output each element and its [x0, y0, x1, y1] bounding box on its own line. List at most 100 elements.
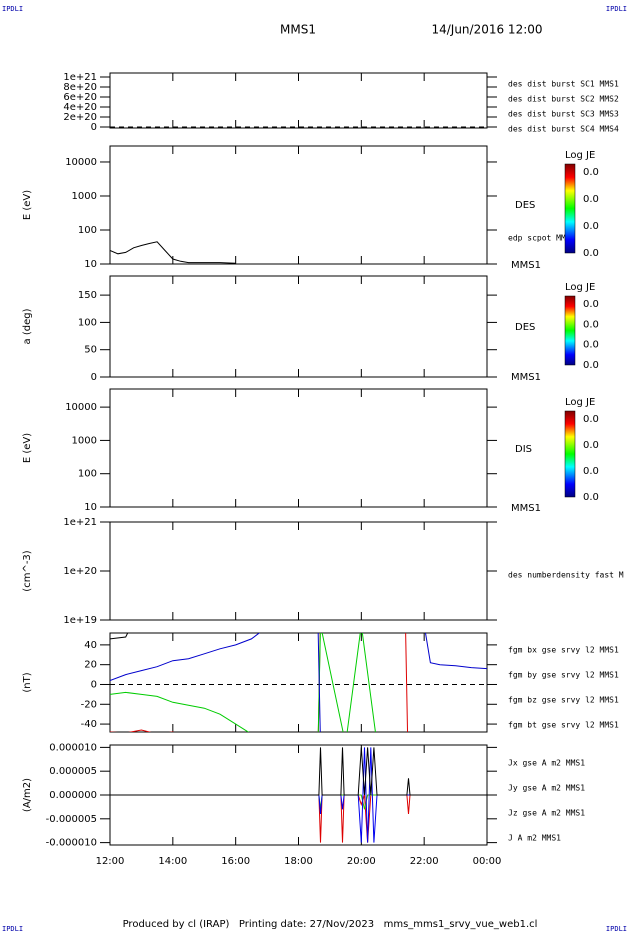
y-tick-label: 4e+20	[63, 102, 97, 113]
colorbar-label: 0.0	[583, 248, 599, 259]
annotation: des numberdensity fast M	[508, 571, 624, 580]
colorbar-label: 0.0	[583, 167, 599, 178]
plot-frame	[109, 388, 488, 508]
y-tick-label: 1000	[72, 191, 97, 202]
annotation: DIS	[515, 444, 532, 455]
legend-entry: fgm bt gse srvy l2 MMS1	[508, 721, 619, 730]
legend-entry: edp scpot MMS1	[508, 234, 576, 243]
legend-entry: Jy gse A m2 MMS1	[508, 784, 585, 793]
y-tick-label: 10000	[65, 157, 97, 168]
x-tick-label: 20:00	[347, 856, 376, 867]
legend-entry: Jz gse A m2 MMS1	[508, 809, 585, 818]
logo: IPDLI	[2, 5, 23, 13]
y-axis-label: (nT)	[22, 672, 33, 692]
colorbar	[564, 410, 576, 498]
plot-frame	[109, 521, 488, 621]
y-axis-label: E (eV)	[22, 433, 33, 463]
series-line	[110, 794, 487, 843]
y-tick-label: 0	[91, 122, 97, 133]
plot-frame	[109, 275, 488, 378]
colorbar-label: 0.0	[583, 194, 599, 205]
colorbar-label: 0.0	[583, 299, 599, 310]
annotation: MMS1	[511, 372, 541, 383]
y-tick-label: 1e+21	[63, 517, 97, 528]
footer: Produced by cl (IRAP) Printing date: 27/…	[123, 919, 538, 930]
legend-entry: des dist burst SC2 MMS2	[508, 95, 619, 104]
legend-entry: fgm bx gse srvy l2 MMS1	[508, 646, 619, 655]
colorbar-label: 0.0	[583, 414, 599, 425]
y-tick-label: 50	[84, 345, 97, 356]
plot-frame	[109, 632, 488, 733]
legend-entry: des dist burst SC4 MMS4	[508, 125, 619, 134]
legend-entry: fgm bz gse srvy l2 MMS1	[508, 696, 619, 705]
colorbar	[564, 295, 576, 366]
legend-entry: Jx gse A m2 MMS1	[508, 759, 585, 768]
y-tick-label: 100	[78, 225, 97, 236]
y-tick-label: 20	[84, 660, 97, 671]
y-tick-label: -40	[81, 719, 97, 730]
y-tick-label: 0	[91, 372, 97, 383]
plot-frame	[109, 72, 488, 129]
annotation: DES	[515, 200, 535, 211]
plot-frame	[109, 145, 488, 265]
colorbar-title: Log JE	[565, 150, 595, 161]
colorbar-label: 0.0	[583, 221, 599, 232]
date: 14/Jun/2016 12:00	[431, 23, 542, 37]
x-tick-label: 12:00	[96, 856, 125, 867]
y-tick-label: 0.000005	[49, 766, 97, 777]
y-tick-label: 0.000000	[49, 790, 97, 801]
series-line	[110, 633, 409, 732]
colorbar-label: 0.0	[583, 360, 599, 371]
y-tick-label: 1000	[72, 435, 97, 446]
colorbar-title: Log JE	[565, 282, 595, 293]
y-tick-label: 40	[84, 640, 97, 651]
y-tick-label: 1e+20	[63, 566, 97, 577]
x-tick-label: 18:00	[284, 856, 313, 867]
y-tick-label: -0.000005	[46, 814, 97, 825]
logo: IPDLI	[2, 925, 23, 933]
series-line	[110, 794, 487, 810]
logo: IPDLI	[606, 925, 627, 933]
legend-entry: J A m2 MMS1	[508, 834, 561, 843]
annotation: MMS1	[511, 503, 541, 514]
y-tick-label: 10	[84, 502, 97, 513]
y-axis-label: (cm^-3)	[22, 550, 33, 591]
y-axis-label: (A/m2)	[22, 778, 33, 812]
x-tick-label: 14:00	[158, 856, 187, 867]
y-tick-label: 100	[78, 317, 97, 328]
series-line	[110, 633, 376, 732]
colorbar-label: 0.0	[583, 440, 599, 451]
x-tick-label: 16:00	[221, 856, 250, 867]
colorbar	[564, 163, 576, 254]
y-tick-label: 1e+19	[63, 615, 97, 626]
series-line	[110, 747, 487, 796]
legend-entry: fgm by gse srvy l2 MMS1	[508, 671, 619, 680]
y-tick-label: 6e+20	[63, 92, 97, 103]
y-tick-label: 1e+21	[63, 72, 97, 83]
colorbar-label: 0.0	[583, 466, 599, 477]
x-tick-label: 22:00	[410, 856, 439, 867]
y-tick-label: 0.000010	[49, 742, 97, 753]
title: MMS1	[280, 23, 316, 37]
y-tick-label: 100	[78, 469, 97, 480]
annotation: MMS1	[511, 260, 541, 271]
legend-entry: des dist burst SC3 MMS3	[508, 110, 619, 119]
colorbar-label: 0.0	[583, 492, 599, 503]
series-line	[110, 633, 129, 640]
y-tick-label: 10000	[65, 402, 97, 413]
x-tick-label: 00:00	[473, 856, 502, 867]
annotation: DES	[515, 322, 535, 333]
y-tick-label: 0	[91, 679, 97, 690]
y-tick-label: -20	[81, 699, 97, 710]
series-line	[110, 241, 236, 264]
legend-entry: des dist burst SC1 MMS1	[508, 80, 619, 89]
y-tick-label: 150	[78, 290, 97, 301]
logo: IPDLI	[606, 5, 627, 13]
y-tick-label: 2e+20	[63, 112, 97, 123]
colorbar-label: 0.0	[583, 340, 599, 351]
y-axis-label: a (deg)	[22, 308, 33, 344]
colorbar-label: 0.0	[583, 319, 599, 330]
series-line	[110, 633, 487, 732]
y-tick-label: 10	[84, 259, 97, 270]
